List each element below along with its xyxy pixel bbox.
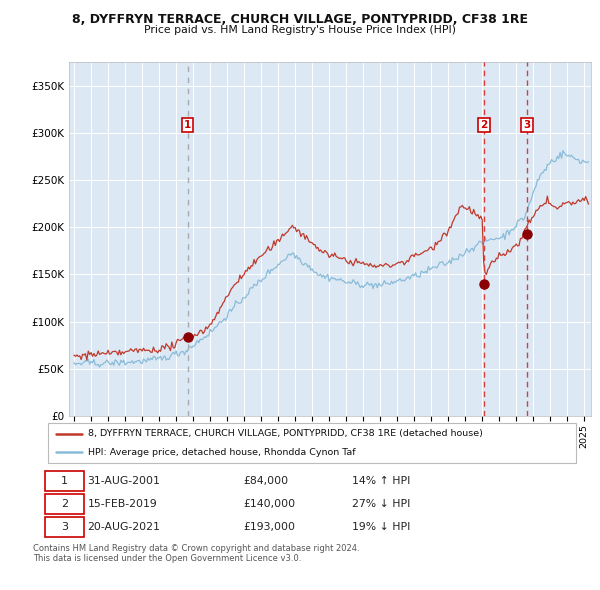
Text: Price paid vs. HM Land Registry's House Price Index (HPI): Price paid vs. HM Land Registry's House … [144, 25, 456, 35]
Text: This data is licensed under the Open Government Licence v3.0.: This data is licensed under the Open Gov… [33, 554, 301, 563]
Text: 27% ↓ HPI: 27% ↓ HPI [352, 499, 410, 509]
Text: £84,000: £84,000 [244, 476, 289, 486]
Text: 8, DYFFRYN TERRACE, CHURCH VILLAGE, PONTYPRIDD, CF38 1RE (detached house): 8, DYFFRYN TERRACE, CHURCH VILLAGE, PONT… [88, 430, 482, 438]
FancyBboxPatch shape [45, 517, 85, 537]
Text: 20-AUG-2021: 20-AUG-2021 [88, 522, 160, 532]
Text: 2: 2 [61, 499, 68, 509]
Text: 1: 1 [61, 476, 68, 486]
Text: 31-AUG-2001: 31-AUG-2001 [88, 476, 160, 486]
Text: 3: 3 [523, 120, 530, 130]
Text: 15-FEB-2019: 15-FEB-2019 [88, 499, 157, 509]
Text: Contains HM Land Registry data © Crown copyright and database right 2024.: Contains HM Land Registry data © Crown c… [33, 544, 359, 553]
Text: 19% ↓ HPI: 19% ↓ HPI [352, 522, 410, 532]
Text: 1: 1 [184, 120, 191, 130]
Text: 14% ↑ HPI: 14% ↑ HPI [352, 476, 410, 486]
Text: 3: 3 [61, 522, 68, 532]
FancyBboxPatch shape [45, 471, 85, 491]
Text: £193,000: £193,000 [244, 522, 295, 532]
Text: HPI: Average price, detached house, Rhondda Cynon Taf: HPI: Average price, detached house, Rhon… [88, 448, 355, 457]
FancyBboxPatch shape [45, 494, 85, 514]
Text: £140,000: £140,000 [244, 499, 295, 509]
FancyBboxPatch shape [48, 423, 576, 463]
Text: 8, DYFFRYN TERRACE, CHURCH VILLAGE, PONTYPRIDD, CF38 1RE: 8, DYFFRYN TERRACE, CHURCH VILLAGE, PONT… [72, 13, 528, 26]
Text: 2: 2 [481, 120, 488, 130]
